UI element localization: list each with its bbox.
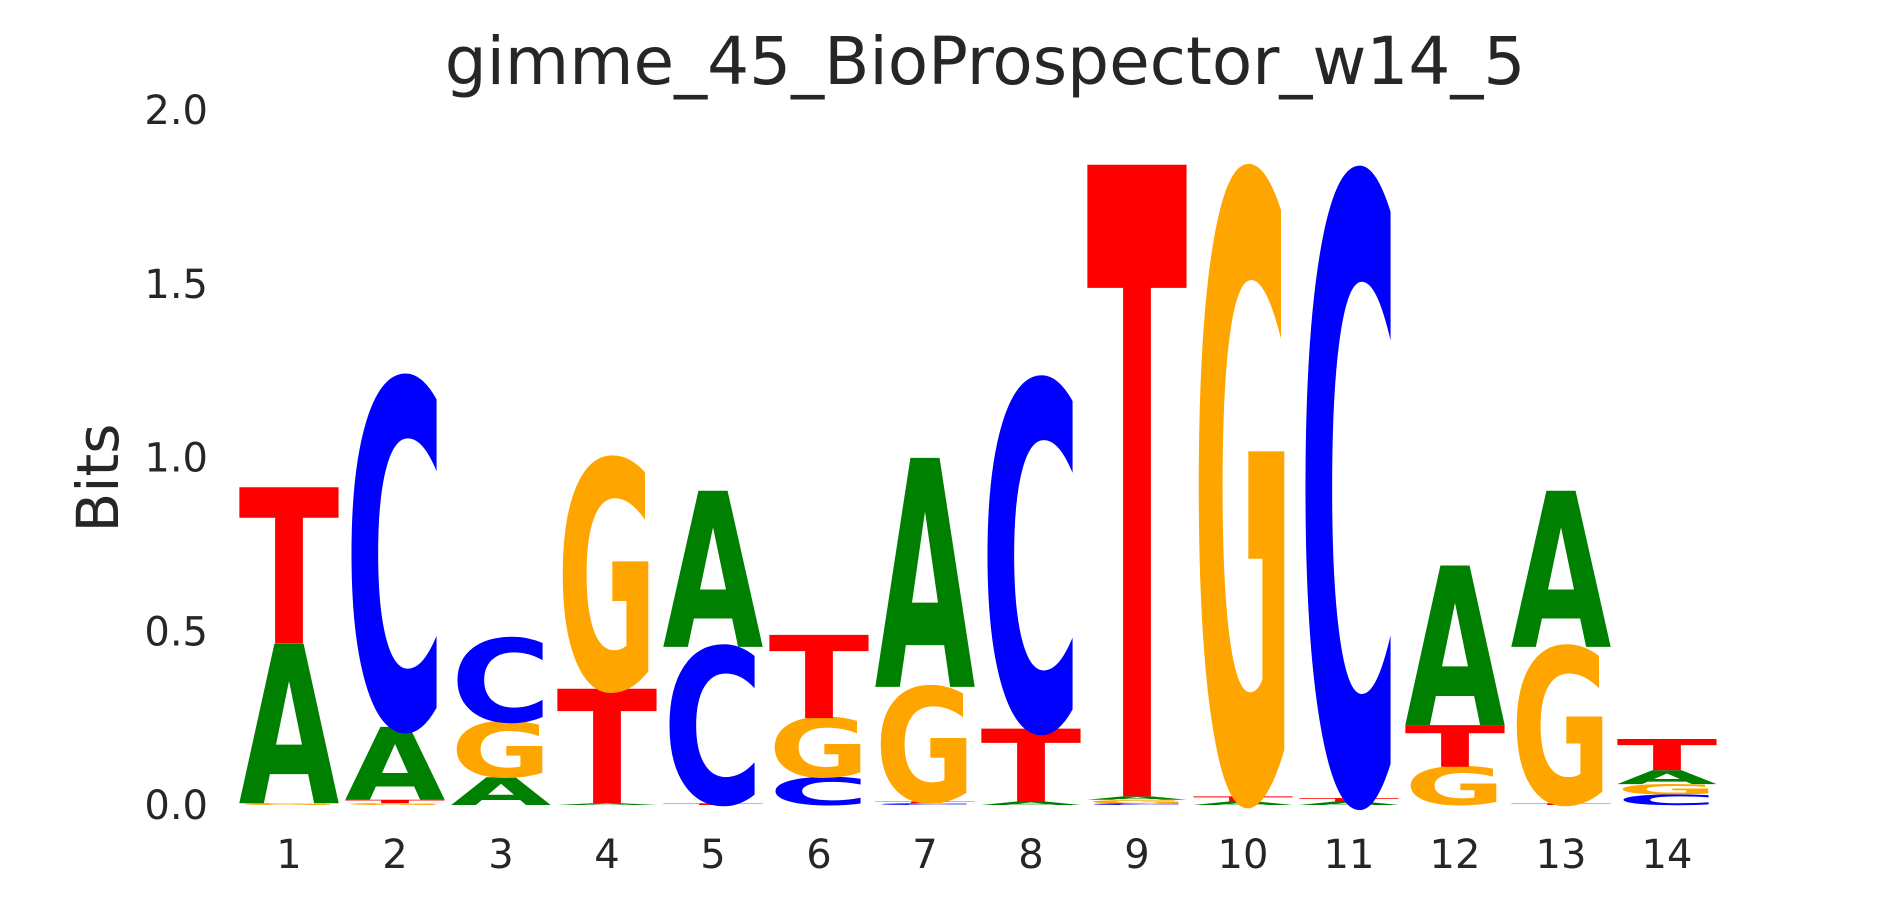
logo-letter-t: T xyxy=(769,613,870,746)
x-tick-label: 6 xyxy=(806,832,831,878)
logo-column: ATG xyxy=(1193,5,1294,900)
logo-column: TCA xyxy=(663,449,764,855)
logo-letter-t: T xyxy=(1299,797,1400,803)
logo-letter-t: T xyxy=(1617,730,1718,780)
logo-letter-g: G xyxy=(557,399,658,764)
logo-letter-g: G xyxy=(769,702,870,796)
y-axis-ticks: 0.0 0.5 1.0 1.5 2.0 xyxy=(144,88,208,829)
logo-letter-g: G xyxy=(875,657,976,840)
logo-letter-a: A xyxy=(345,708,446,824)
logo-letter-g: G xyxy=(1511,606,1612,855)
logo-letter-t: T xyxy=(1511,803,1612,806)
x-axis-ticks: 1 2 3 4 5 6 7 8 9 10 11 12 13 14 xyxy=(276,832,1692,878)
x-tick-label: 4 xyxy=(594,832,619,878)
logo-letter-a: A xyxy=(239,601,340,855)
x-tick-label: 11 xyxy=(1324,832,1375,878)
x-tick-label: 10 xyxy=(1218,832,1269,878)
logo-letter-g: G xyxy=(1405,757,1506,818)
logo-letter-a: A xyxy=(451,770,552,814)
logo-letter-c: C xyxy=(1299,8,1400,900)
logo-letter-t: T xyxy=(557,658,658,840)
logo-column: ATC xyxy=(1299,8,1400,900)
x-tick-label: 2 xyxy=(382,832,407,878)
x-tick-label: 13 xyxy=(1536,832,1587,878)
y-tick-label: 2.0 xyxy=(144,88,208,134)
y-tick-label: 1.5 xyxy=(144,262,208,308)
x-tick-label: 12 xyxy=(1430,832,1481,878)
x-tick-label: 14 xyxy=(1642,832,1693,878)
logo-letter-c: C xyxy=(875,803,976,806)
logo-letter-a: A xyxy=(981,801,1082,807)
chart-title: gimme_45_BioProspector_w14_5 xyxy=(445,23,1526,100)
logo-letter-c: C xyxy=(345,285,446,839)
logo-letter-t: T xyxy=(1193,795,1294,803)
logo-letter-t: T xyxy=(345,799,446,805)
logo-letter-a: A xyxy=(557,803,658,806)
logo-letter-t: T xyxy=(1405,714,1506,780)
logo-letter-c: C xyxy=(769,770,870,814)
x-tick-label: 1 xyxy=(276,832,301,878)
y-tick-label: 0.0 xyxy=(144,783,208,829)
logo-letter-t: T xyxy=(981,709,1082,826)
logo-column: CGT xyxy=(769,613,870,815)
logo-letter-t: T xyxy=(875,801,976,804)
logo-letter-c: C xyxy=(1087,803,1188,806)
x-tick-label: 5 xyxy=(700,832,725,878)
logo-letter-t: T xyxy=(239,445,340,694)
logo-letter-a: A xyxy=(663,449,764,698)
logo-letter-g: G xyxy=(451,707,552,796)
logo-letter-c: C xyxy=(1617,792,1718,809)
logo-letter-g: G xyxy=(239,803,340,806)
logo-letter-a: A xyxy=(1511,449,1612,698)
logo-column: AGC xyxy=(451,616,552,814)
logo-column: GAT xyxy=(239,445,340,855)
x-tick-label: 9 xyxy=(1124,832,1149,878)
logo-letter-c: C xyxy=(981,287,1082,841)
logo-letter-g: G xyxy=(345,803,446,806)
logo-letter-c: C xyxy=(663,606,764,855)
y-axis-label: Bits xyxy=(64,424,132,533)
logo-letter-t: T xyxy=(1087,0,1188,900)
y-tick-label: 1.0 xyxy=(144,436,208,482)
logo-letter-a: A xyxy=(1405,523,1506,777)
logo-letter-g: G xyxy=(1087,799,1188,805)
logo-column: GTA xyxy=(1405,523,1506,818)
logo-letter-g: G xyxy=(1193,5,1294,900)
logo-letter-c: C xyxy=(451,616,552,749)
x-tick-label: 8 xyxy=(1018,832,1043,878)
x-tick-label: 7 xyxy=(912,832,937,878)
logo-column: TGA xyxy=(1511,449,1612,855)
logo-letter-a: A xyxy=(1299,801,1400,807)
logo-letter-a: A xyxy=(1087,795,1188,801)
logo-letter-t: T xyxy=(663,803,764,806)
logo-column: ATG xyxy=(557,399,658,841)
x-tick-label: 3 xyxy=(488,832,513,878)
logo-letter-g: G xyxy=(1617,781,1718,798)
y-tick-label: 0.5 xyxy=(144,609,208,655)
logo-column: ATC xyxy=(981,287,1082,841)
logo-letter-a: A xyxy=(1617,767,1718,789)
logo-letter-a: A xyxy=(1193,801,1294,807)
logo-letter-a: A xyxy=(875,395,976,761)
